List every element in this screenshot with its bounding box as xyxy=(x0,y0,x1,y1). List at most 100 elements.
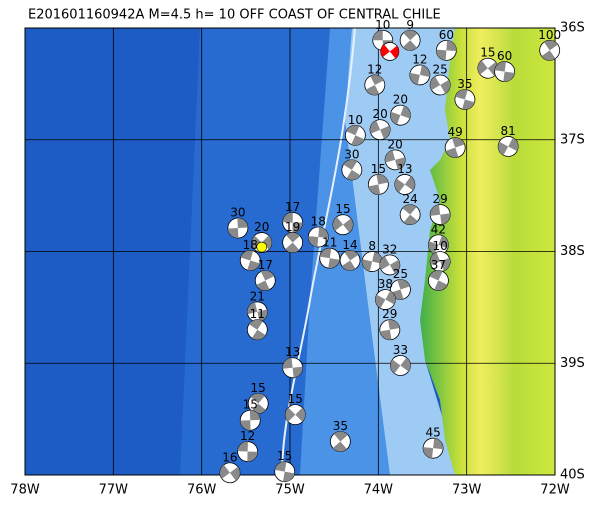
beachball-quadrant xyxy=(308,227,329,247)
beachball-quadrant xyxy=(240,410,261,431)
depth-label: 11 xyxy=(250,307,265,321)
main-event xyxy=(256,241,268,253)
depth-label: 15 xyxy=(335,202,350,216)
depth-label: 35 xyxy=(457,77,472,91)
beachball-quadrant xyxy=(346,125,365,146)
focal-mechanism xyxy=(282,232,304,253)
x-tick-label: 76W xyxy=(187,483,217,498)
focal-mechanism xyxy=(379,254,401,276)
focal-mechanism xyxy=(409,64,431,86)
focal-mechanism xyxy=(319,247,341,269)
y-tick-label: 39S xyxy=(560,356,585,371)
depth-label: 60 xyxy=(439,28,454,42)
depth-label: 49 xyxy=(448,125,463,139)
beachball-quadrant xyxy=(541,40,558,61)
depth-label: 37 xyxy=(431,258,446,272)
focal-mechanism xyxy=(237,441,259,462)
depth-label: 20 xyxy=(387,137,402,151)
beachball-quadrant xyxy=(430,204,451,225)
beachball-quadrant xyxy=(341,250,359,271)
depth-label: 12 xyxy=(240,429,255,443)
beachball-quadrant xyxy=(274,461,295,482)
focal-mechanism xyxy=(282,357,304,379)
focal-mechanism xyxy=(329,431,351,452)
depth-label: 81 xyxy=(501,124,516,138)
focal-mechanism xyxy=(477,57,499,79)
depth-label: 9 xyxy=(406,18,414,32)
y-tick-label: 40S xyxy=(560,468,585,483)
beachball-quadrant xyxy=(494,61,515,82)
depth-label: 10 xyxy=(375,18,390,32)
depth-label: 16 xyxy=(222,450,237,464)
depth-label: 15 xyxy=(277,449,292,463)
depth-label: 17 xyxy=(285,200,300,214)
beachball-quadrant xyxy=(477,60,498,77)
beachball-quadrant xyxy=(247,302,268,322)
focal-mechanism xyxy=(246,319,268,341)
depth-label: 29 xyxy=(433,192,448,206)
depth-label: 24 xyxy=(402,192,417,206)
focal-mechanism xyxy=(374,289,396,310)
beachball-quadrant xyxy=(240,250,260,271)
x-tick-label: 74W xyxy=(364,483,394,498)
depth-label: 15 xyxy=(251,381,266,395)
depth-label: 35 xyxy=(333,419,348,433)
depth-label: 12 xyxy=(367,62,382,76)
focal-mechanism xyxy=(219,462,241,484)
depth-label: 21 xyxy=(250,289,265,303)
focal-mechanism xyxy=(227,217,249,239)
beachball-quadrant xyxy=(332,431,348,452)
focal-mechanism xyxy=(239,409,261,431)
beachball-quadrant xyxy=(430,76,451,94)
depth-label: 25 xyxy=(433,62,448,76)
focal-mechanism xyxy=(399,204,421,226)
x-tick-label: 73W xyxy=(452,483,482,498)
depth-label: 14 xyxy=(342,238,357,252)
depth-label: 10 xyxy=(433,239,448,253)
beachball-quadrant xyxy=(390,357,411,374)
beachball-quadrant xyxy=(409,65,430,85)
focal-mechanism xyxy=(422,437,444,459)
y-tick-label: 38S xyxy=(560,244,585,259)
depth-label: 19 xyxy=(285,220,300,234)
depth-label: 30 xyxy=(344,147,359,161)
beachball-quadrant xyxy=(445,137,465,158)
x-tick-label: 78W xyxy=(10,483,40,498)
depth-label: 17 xyxy=(258,258,273,272)
focal-mechanism xyxy=(364,74,386,96)
focal-mechanism xyxy=(307,226,329,248)
depth-label: 13 xyxy=(397,162,412,176)
beachball-quadrant xyxy=(365,75,384,95)
focal-mechanism xyxy=(454,89,476,110)
beachball-quadrant xyxy=(282,357,303,378)
depth-label: 45 xyxy=(425,426,440,440)
depth-label: 20 xyxy=(254,220,269,234)
depth-label: 15 xyxy=(371,162,386,176)
beachball-quadrant xyxy=(220,464,240,481)
depth-label: 15 xyxy=(288,392,303,406)
focal-mechanism xyxy=(239,250,261,271)
depth-label: 18 xyxy=(311,214,326,228)
depth-label: 100 xyxy=(538,28,561,42)
depth-label: 15 xyxy=(480,46,495,60)
focal-mechanism xyxy=(254,270,276,291)
depth-label: 20 xyxy=(393,93,408,107)
beachball-quadrant xyxy=(430,252,451,271)
depth-label: 11 xyxy=(322,236,337,250)
depth-label: 32 xyxy=(382,242,397,256)
focal-mechanism xyxy=(429,204,451,226)
focal-mechanism xyxy=(332,214,354,236)
beachball-quadrant xyxy=(370,120,391,139)
beachball-quadrant xyxy=(394,176,415,193)
focal-mechanism xyxy=(380,42,400,61)
y-tick-label: 37S xyxy=(560,132,585,147)
beachball-quadrant xyxy=(343,159,361,180)
depth-label: 38 xyxy=(378,277,393,291)
beachball-quadrant xyxy=(423,438,444,459)
beachball-quadrant xyxy=(390,279,410,300)
beachball-quadrant xyxy=(379,319,400,340)
beachball-quadrant xyxy=(375,290,396,309)
focal-mechanism xyxy=(394,174,416,195)
x-tick-label: 72W xyxy=(540,483,570,498)
